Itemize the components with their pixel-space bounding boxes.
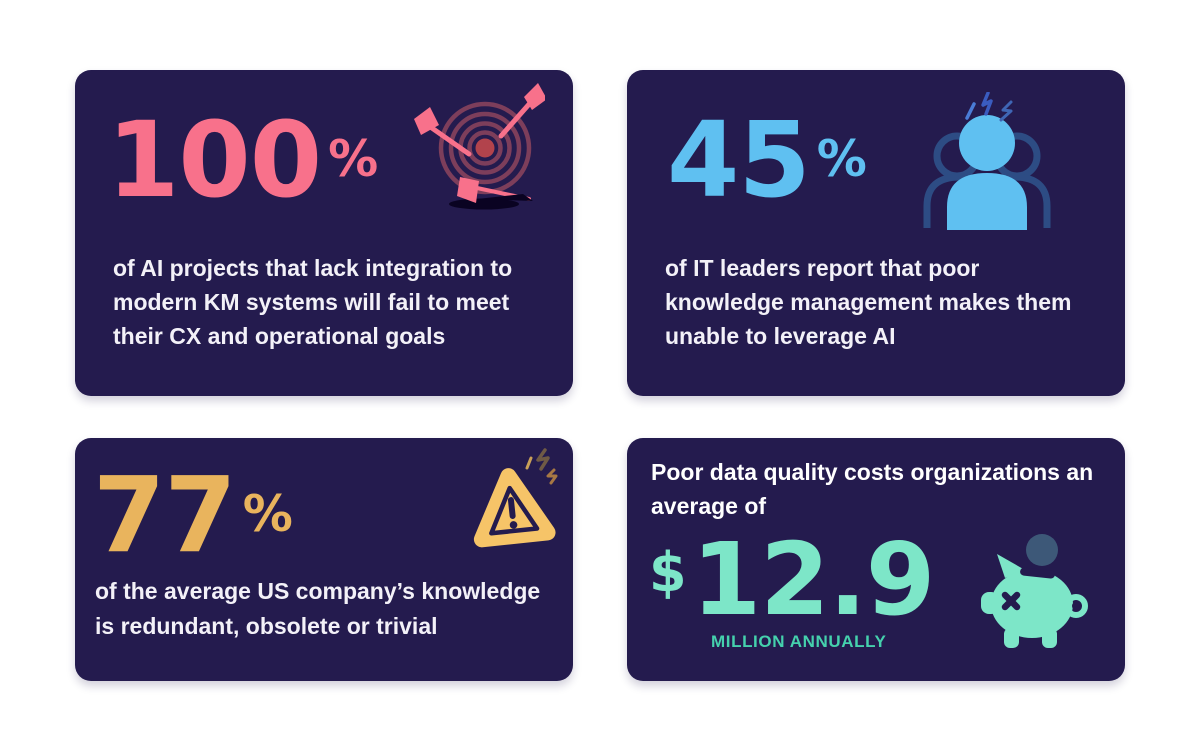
description-line: of AI projects that lack integration to: [113, 255, 513, 281]
card-description: of the average US company’s knowledge is…: [95, 574, 540, 644]
description-line: is redundant, obsolete or trivial: [95, 613, 438, 639]
description-line: of the average US company’s knowledge: [95, 578, 541, 604]
stat-amount: $ 12.9: [649, 521, 936, 638]
stat-77-percent: 77 %: [93, 463, 293, 567]
stat-value: 45: [667, 99, 811, 221]
description-line: of IT leaders report that poor: [665, 255, 980, 281]
description-line: modern KM systems will fail to meet: [113, 289, 510, 315]
description-line: unable to leverage AI: [665, 323, 896, 349]
card-redundant-knowledge: 77 % of the average US company’s knowled…: [75, 438, 573, 681]
card-data-quality-cost: Poor data quality costs organizations an…: [627, 438, 1125, 681]
card-description: of AI projects that lack integration to …: [113, 251, 512, 353]
stat-value: 100: [107, 99, 322, 221]
people-group-icon: [921, 92, 1053, 230]
card-it-leaders: 45 %: [627, 70, 1125, 396]
percent-sign: %: [242, 485, 293, 543]
description-line: their CX and operational goals: [113, 323, 446, 349]
dollar-sign: $: [649, 541, 687, 604]
stat-value: 77: [93, 454, 237, 576]
percent-sign: %: [816, 130, 867, 188]
warning-triangle-icon: [467, 446, 563, 548]
heading-line: Poor data quality costs organizations an: [651, 459, 1094, 485]
piggy-bank-icon: [979, 532, 1091, 650]
dartboard-target-icon: [405, 82, 545, 216]
card-ai-projects: 100 %: [75, 70, 573, 396]
stat-45-percent: 45 %: [667, 108, 867, 212]
description-line: knowledge management makes them: [665, 289, 1072, 315]
stat-value: 12.9: [691, 521, 936, 638]
stat-100-percent: 100 %: [107, 108, 378, 212]
coin-shape: [1026, 534, 1058, 566]
heading-line: average of: [651, 493, 767, 519]
card-heading: Poor data quality costs organizations an…: [651, 455, 1093, 523]
amount-unit-label: MILLION ANNUALLY: [711, 632, 887, 651]
percent-sign: %: [328, 130, 379, 188]
card-description: of IT leaders report that poor knowledge…: [665, 251, 1071, 353]
